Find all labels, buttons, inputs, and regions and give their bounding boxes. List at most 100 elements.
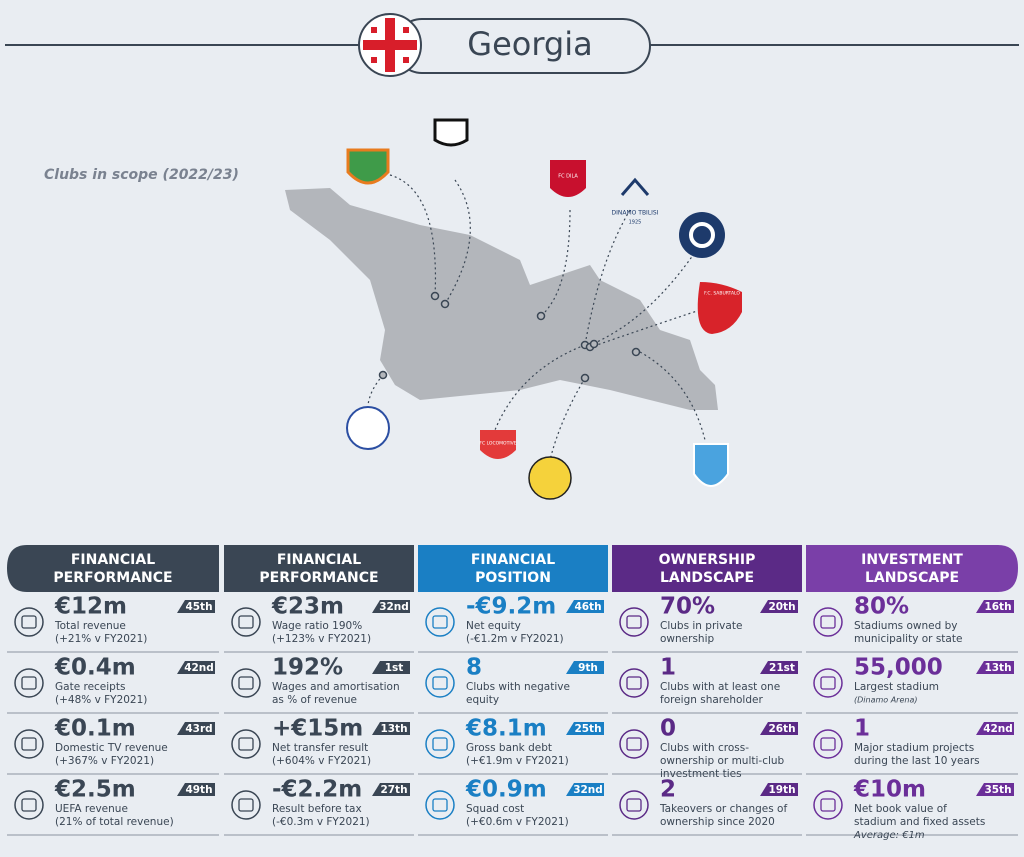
rank-label: 1st — [385, 662, 404, 674]
column-heading-bg — [7, 545, 219, 592]
item-description: (-€1.2m v FY2021) — [466, 633, 564, 645]
icon-shape — [619, 790, 649, 820]
title: Georgia — [467, 25, 592, 63]
item-value: €0.4m — [54, 655, 136, 681]
row-icon — [813, 790, 843, 820]
row-icon — [14, 790, 44, 820]
item-description: Squad cost — [466, 803, 524, 815]
icon-shape — [626, 737, 642, 751]
icon-shape — [14, 729, 44, 759]
rank-badge — [976, 600, 1014, 613]
item-description: Domestic TV revenue — [55, 742, 168, 754]
icon-shape — [21, 676, 37, 690]
item-description: Clubs in private — [660, 620, 742, 632]
item-value: 70% — [660, 594, 715, 620]
club-logos — [346, 118, 742, 500]
item-value: 80% — [854, 594, 909, 620]
map-country — [285, 188, 718, 410]
item-value: €2.5m — [54, 777, 136, 803]
item-description: (+123% v FY2021) — [272, 633, 371, 645]
item-description: (+€0.6m v FY2021) — [466, 816, 569, 828]
row-icon — [813, 668, 843, 698]
item-description: UEFA revenue — [55, 803, 128, 815]
item-description: (21% of total revenue) — [55, 816, 174, 828]
rank-label: 45th — [185, 601, 212, 613]
item-value: 1 — [854, 716, 870, 742]
rank-label: 25th — [574, 723, 601, 735]
rank-badge — [566, 661, 604, 674]
rank-label: 46th — [574, 601, 601, 613]
row-icon — [813, 729, 843, 759]
item-description: Clubs with at least one — [660, 681, 780, 693]
rank-badge — [566, 783, 604, 796]
logo-text: 1925 — [629, 220, 642, 226]
item-description: Wages and amortisation — [272, 681, 400, 693]
icon-shape — [820, 737, 836, 751]
item-description: Wage ratio 190% — [272, 620, 362, 632]
icon-shape — [14, 668, 44, 698]
row-icon — [619, 607, 649, 637]
logo-text: F.C. SABURTALO — [704, 291, 740, 297]
rank-label: 42nd — [184, 662, 214, 674]
icon-shape — [231, 729, 261, 759]
row-icon — [813, 607, 843, 637]
item-description: Takeovers or changes of — [659, 803, 787, 815]
item-description: foreign shareholder — [660, 694, 763, 706]
rank-badge — [760, 783, 798, 796]
icon-shape — [231, 790, 261, 820]
icon-shape — [813, 790, 843, 820]
item-description: stadium and fixed assets — [854, 816, 985, 828]
rank-label: 13th — [984, 662, 1011, 674]
rank-badge — [760, 722, 798, 735]
rank-label: 27th — [380, 784, 407, 796]
icon-shape — [626, 615, 642, 629]
icon-shape — [820, 676, 836, 690]
column-heading: FINANCIAL PERFORMANCE — [53, 552, 172, 586]
icon-shape — [626, 676, 642, 690]
item-description: as % of revenue — [272, 694, 357, 706]
row-icon — [425, 729, 455, 759]
item-description: Stadiums owned by — [854, 620, 958, 632]
column-heading: INVESTMENT LANDSCAPE — [861, 552, 963, 586]
icon-shape — [21, 798, 37, 812]
item-description: Largest stadium — [854, 681, 939, 693]
column-heading: FINANCIAL POSITION — [471, 552, 555, 586]
rank-badge — [976, 661, 1014, 674]
item-description: equity — [466, 694, 499, 706]
item-value: €23m — [271, 594, 344, 620]
item-value: €10m — [853, 777, 926, 803]
row-icon — [619, 668, 649, 698]
icon-shape — [238, 676, 254, 690]
row-icon — [14, 607, 44, 637]
icon-shape — [14, 607, 44, 637]
item-description: Net equity — [466, 620, 521, 632]
rank-badge — [177, 722, 215, 735]
rank-label: 9th — [578, 662, 598, 674]
row-icon — [425, 668, 455, 698]
item-value: €12m — [54, 594, 127, 620]
item-description: ownership or multi-club — [660, 755, 785, 767]
item-value: -€9.2m — [466, 594, 556, 620]
column-heading-bg — [612, 545, 802, 592]
item-value: 0 — [660, 716, 676, 742]
rank-badge — [372, 600, 410, 613]
logo-text: DINAMO TBILISI — [611, 210, 658, 217]
logo-text: FC LOCOMOTIVE — [479, 441, 516, 447]
rank-label: 32nd — [379, 601, 409, 613]
icon-shape — [14, 790, 44, 820]
column-heading-bg — [806, 545, 1018, 592]
item-value: €0.9m — [465, 777, 547, 803]
rank-badge — [177, 600, 215, 613]
rank-label: 26th — [768, 723, 795, 735]
item-description: (-€0.3m v FY2021) — [272, 816, 370, 828]
icon-shape — [619, 607, 649, 637]
icon-shape — [820, 798, 836, 812]
row-icon — [231, 668, 261, 698]
item-description: Result before tax — [272, 803, 362, 815]
item-description: (+€1.9m v FY2021) — [466, 755, 569, 767]
row-icon — [619, 790, 649, 820]
column-heading: FINANCIAL PERFORMANCE — [259, 552, 378, 586]
map-connectors — [367, 174, 706, 461]
item-value: €0.1m — [54, 716, 136, 742]
rank-label: 35th — [984, 784, 1011, 796]
